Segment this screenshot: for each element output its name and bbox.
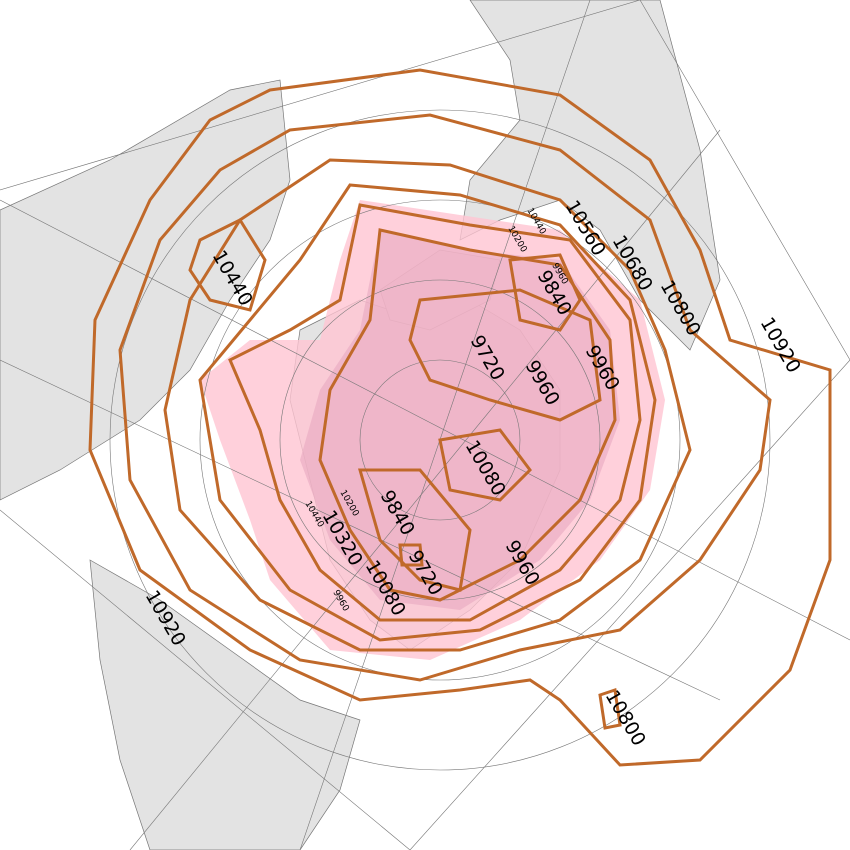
latitude-circle — [109, 109, 771, 771]
contour-10680 — [163, 158, 692, 652]
contour-10800 — [118, 113, 772, 682]
contour-label: 10800 — [601, 687, 650, 750]
contour-10440 — [188, 218, 267, 312]
contour-9840b — [358, 468, 472, 592]
contour-10320 — [228, 203, 642, 622]
contour-9840 — [508, 253, 582, 332]
land-asia-south — [89, 559, 361, 850]
latitude-circle — [359, 359, 521, 521]
meridian — [0, 359, 721, 701]
contours — [88, 68, 832, 767]
contour-10080 — [318, 228, 617, 602]
contour-9720 — [398, 543, 424, 567]
meridian — [129, 129, 721, 850]
contour-9960 — [408, 288, 602, 422]
contour-10920 — [88, 68, 832, 767]
meridian — [0, 199, 850, 641]
contour-10560 — [198, 183, 657, 642]
latitude-circle — [199, 199, 681, 681]
contour-10080-island — [438, 428, 532, 502]
contour-label: 10920 — [756, 314, 805, 377]
land-eurasia-west — [0, 79, 291, 501]
meridian — [299, 0, 591, 850]
contour-10800-small — [598, 688, 622, 730]
